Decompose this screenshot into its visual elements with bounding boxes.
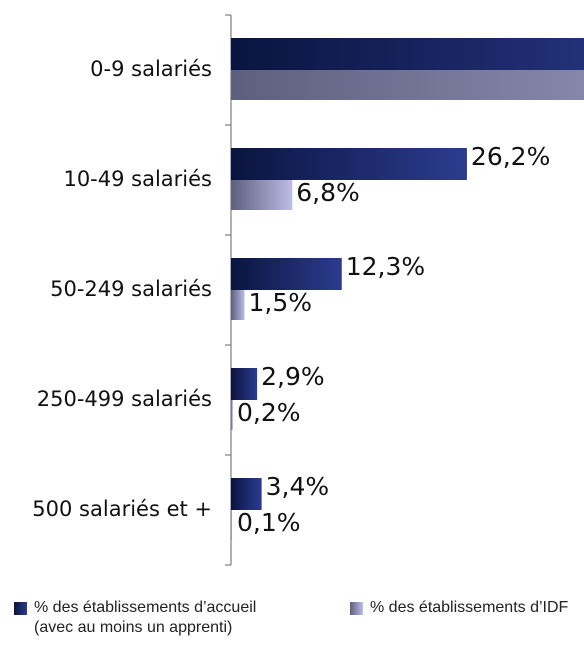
bar — [231, 70, 584, 100]
value-label: 0,1% — [237, 508, 301, 537]
bar — [231, 148, 467, 180]
category-label: 0-9 salariés — [90, 57, 212, 81]
category-label: 10-49 salariés — [63, 167, 212, 191]
legend-swatch — [14, 602, 27, 615]
value-label: 6,8% — [296, 178, 360, 207]
bar — [231, 368, 258, 400]
value-label: 0,2% — [237, 398, 301, 427]
legend-item: % des établissements d’accueil (avec au … — [14, 598, 264, 638]
chart: 0-9 salariés 10-49 salariés 26,2% 6,8% 50-24… — [32, 14, 584, 566]
value-label: 26,2% — [471, 142, 550, 171]
bar — [231, 290, 245, 320]
category-label: 50-249 salariés — [50, 277, 212, 301]
bar — [231, 258, 342, 290]
bar — [231, 400, 233, 430]
bar — [231, 38, 584, 70]
bar — [231, 180, 293, 210]
legend-label: % des établissements d’IDF — [370, 599, 569, 616]
value-label: 12,3% — [346, 252, 425, 281]
legend-label: % des établissements d’accueil (avec au … — [34, 599, 257, 636]
bar — [231, 510, 232, 540]
legend-item: % des établissements d’IDF — [350, 598, 584, 618]
value-label: 1,5% — [249, 288, 313, 317]
value-label: 2,9% — [261, 362, 325, 391]
bar — [231, 478, 262, 510]
legend-swatch — [350, 602, 363, 615]
category-label: 250-499 salariés — [37, 387, 212, 411]
category-label: 500 salariés et + — [32, 497, 212, 521]
value-label: 3,4% — [266, 472, 330, 501]
